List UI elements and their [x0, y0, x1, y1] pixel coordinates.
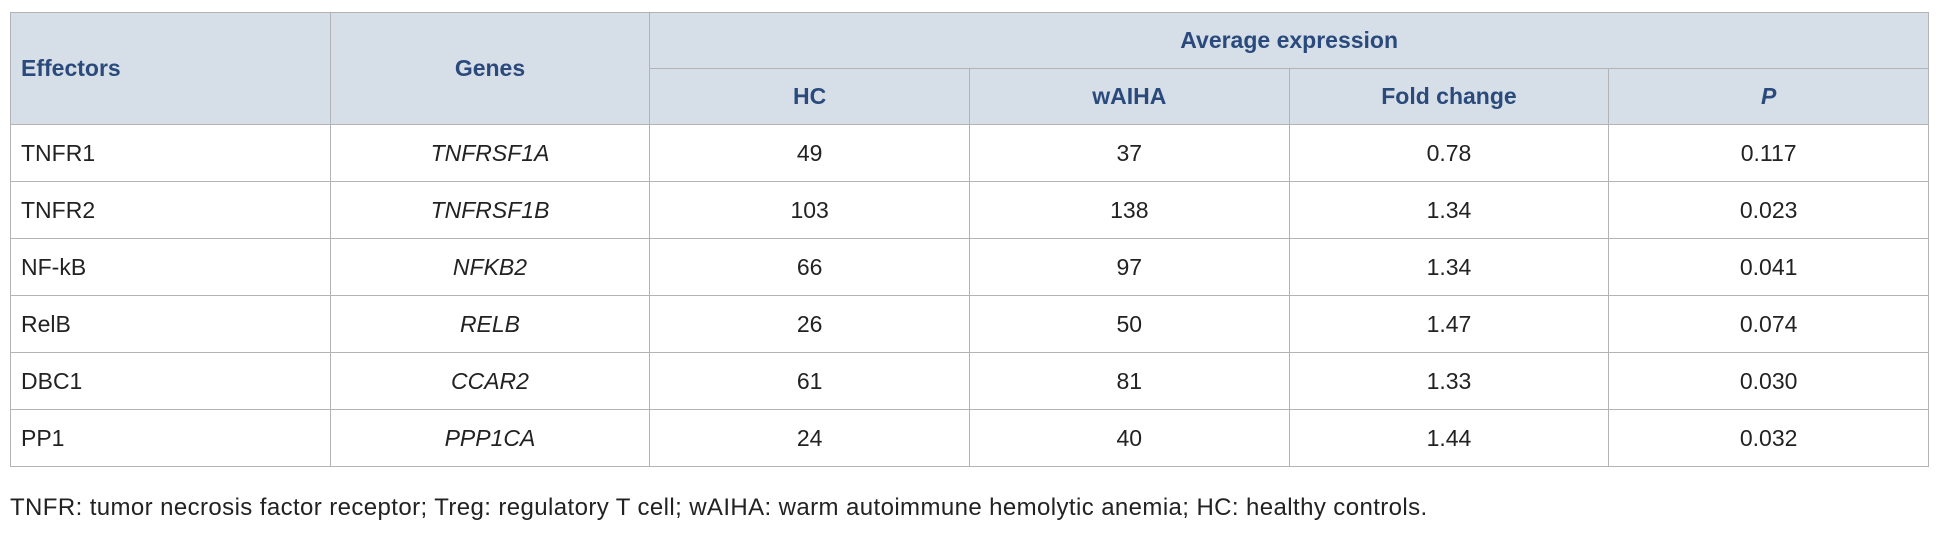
table-cell: CCAR2 — [329, 352, 651, 410]
data-table: Effectors Genes Average expression HC wAI… — [10, 12, 1929, 467]
table-cell: NF-kB — [10, 238, 331, 296]
table-cell: RELB — [329, 295, 651, 353]
table-cell: TNFR1 — [10, 124, 331, 182]
header-cell: Genes — [329, 12, 651, 125]
table-cell: PPP1CA — [329, 409, 651, 467]
table-row: TNFR2 TNFRSF1B 103 138 1.34 0.023 — [10, 181, 1929, 239]
header-cell: P — [1608, 68, 1929, 125]
table-row: DBC1 CCAR2 61 81 1.33 0.030 — [10, 352, 1929, 410]
table-cell: 0.023 — [1608, 181, 1929, 239]
table-cell: 1.33 — [1288, 352, 1610, 410]
table-cell: 1.47 — [1288, 295, 1610, 353]
table-row: NF-kB NFKB2 66 97 1.34 0.041 — [10, 238, 1929, 296]
table-cell: 0.117 — [1608, 124, 1929, 182]
table-cell: 61 — [649, 352, 970, 410]
table-cell: 50 — [968, 295, 1290, 353]
header-cell: Effectors — [10, 12, 331, 125]
header-row: HC wAIHA Fold change P — [11, 68, 1929, 125]
table-body: TNFR1 TNFRSF1A 49 37 0.78 0.117 TNFR2 TNFRSF1B 1… — [10, 124, 1929, 467]
table-cell: 1.44 — [1288, 409, 1610, 467]
footnote: TNFR: tumor necrosis factor receptor; Tr… — [10, 494, 1428, 521]
table-cell: 0.030 — [1608, 352, 1929, 410]
header-cell: wAIHA — [968, 68, 1290, 125]
table-cell: 0.032 — [1608, 409, 1929, 467]
table-cell: 1.34 — [1288, 181, 1610, 239]
table-row: PP1 PPP1CA 24 40 1.44 0.032 — [10, 409, 1929, 467]
table-cell: 97 — [968, 238, 1290, 296]
table-cell: TNFR2 — [10, 181, 331, 239]
table-cell: TNFRSF1A — [329, 124, 651, 182]
table-cell: 0.041 — [1608, 238, 1929, 296]
table-cell: 24 — [649, 409, 970, 467]
header-cell: Fold change — [1288, 68, 1610, 125]
table-cell: RelB — [10, 295, 331, 353]
table-row: RelB RELB 26 50 1.47 0.074 — [10, 295, 1929, 353]
table-cell: 49 — [649, 124, 970, 182]
table-cell: TNFRSF1B — [329, 181, 651, 239]
table-cell: 1.34 — [1288, 238, 1610, 296]
table-cell: DBC1 — [10, 352, 331, 410]
table-cell: 37 — [968, 124, 1290, 182]
header-group: Average expression — [649, 12, 1929, 69]
header-cell: HC — [649, 68, 970, 125]
table-cell: 66 — [649, 238, 970, 296]
table-cell: NFKB2 — [329, 238, 651, 296]
table-cell: 103 — [649, 181, 970, 239]
table-cell: 0.074 — [1608, 295, 1929, 353]
table-cell: 138 — [968, 181, 1290, 239]
table-cell: 26 — [649, 295, 970, 353]
table-cell: PP1 — [10, 409, 331, 467]
table-cell: 0.78 — [1288, 124, 1610, 182]
table-cell: 81 — [968, 352, 1290, 410]
table-cell: 40 — [968, 409, 1290, 467]
table-row: TNFR1 TNFRSF1A 49 37 0.78 0.117 — [10, 124, 1929, 182]
